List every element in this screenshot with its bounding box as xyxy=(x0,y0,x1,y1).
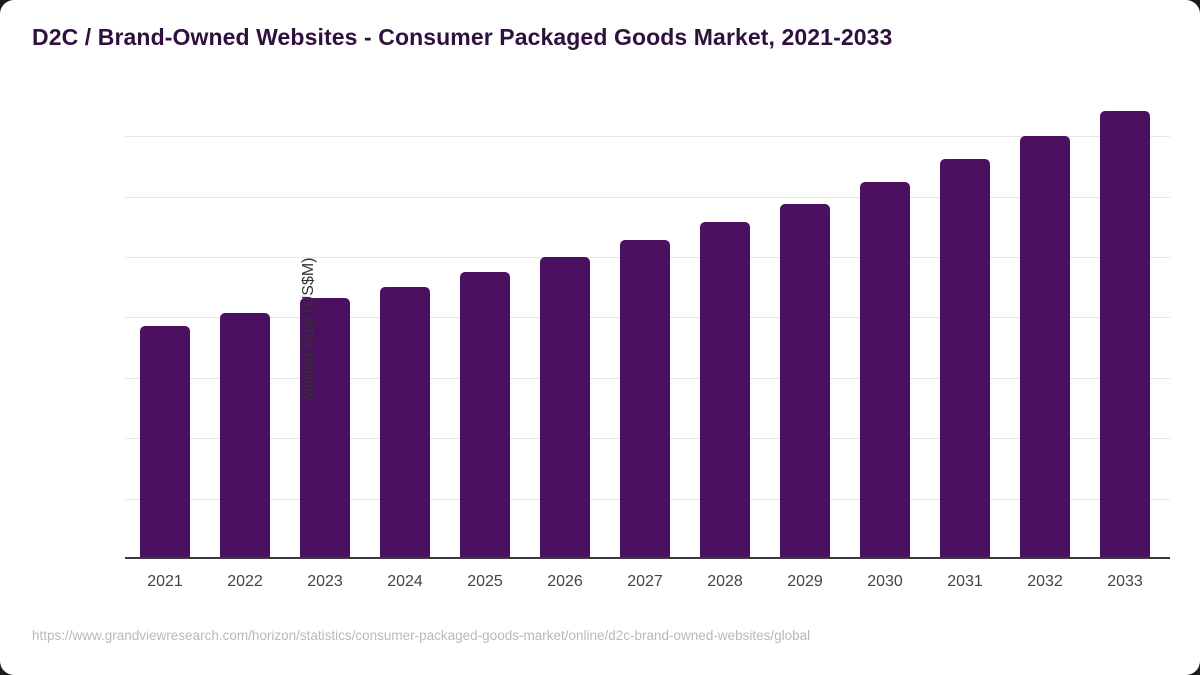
bar-2028[interactable] xyxy=(700,222,750,559)
x-axis-tick-label: 2033 xyxy=(1107,573,1143,590)
bar-2029[interactable] xyxy=(780,203,830,559)
x-axis-tick-label: 2024 xyxy=(387,573,423,590)
bar-2031[interactable] xyxy=(940,159,990,559)
bar-2023[interactable] xyxy=(300,298,350,559)
bar-2033[interactable] xyxy=(1100,110,1150,559)
x-axis-tick-label: 2025 xyxy=(467,573,503,590)
x-axis-tick-label: 2023 xyxy=(307,573,343,590)
x-axis-tick-label: 2021 xyxy=(147,573,183,590)
x-axis-tick-label: 2026 xyxy=(547,573,583,590)
bar-2032[interactable] xyxy=(1020,136,1070,559)
x-axis-tick-label: 2032 xyxy=(1027,573,1063,590)
x-axis-tick-label: 2029 xyxy=(787,573,823,590)
plot-area: 050k100k150k200k250k300k350k 20212022202… xyxy=(125,100,1170,590)
bar-2027[interactable] xyxy=(620,240,670,559)
source-url: https://www.grandviewresearch.com/horizo… xyxy=(32,628,811,643)
x-axis-line xyxy=(125,557,1170,559)
bar-2025[interactable] xyxy=(460,271,510,559)
x-axis-tick-label: 2028 xyxy=(707,573,743,590)
bar-2021[interactable] xyxy=(140,325,190,559)
bar-2024[interactable] xyxy=(380,287,430,559)
bar-2026[interactable] xyxy=(540,257,590,559)
x-axis-tick-label: 2027 xyxy=(627,573,663,590)
x-axis-tick-label: 2022 xyxy=(227,573,263,590)
x-axis-tick-label: 2030 xyxy=(867,573,903,590)
bar-2030[interactable] xyxy=(860,182,910,559)
x-axis-tick-label: 2031 xyxy=(947,573,983,590)
gridline xyxy=(125,136,1170,138)
bar-2022[interactable] xyxy=(220,312,270,559)
y-axis-title: Market Size (US$M) xyxy=(299,257,317,402)
page-title: D2C / Brand-Owned Websites - Consumer Pa… xyxy=(32,24,893,50)
gridline xyxy=(125,196,1170,198)
